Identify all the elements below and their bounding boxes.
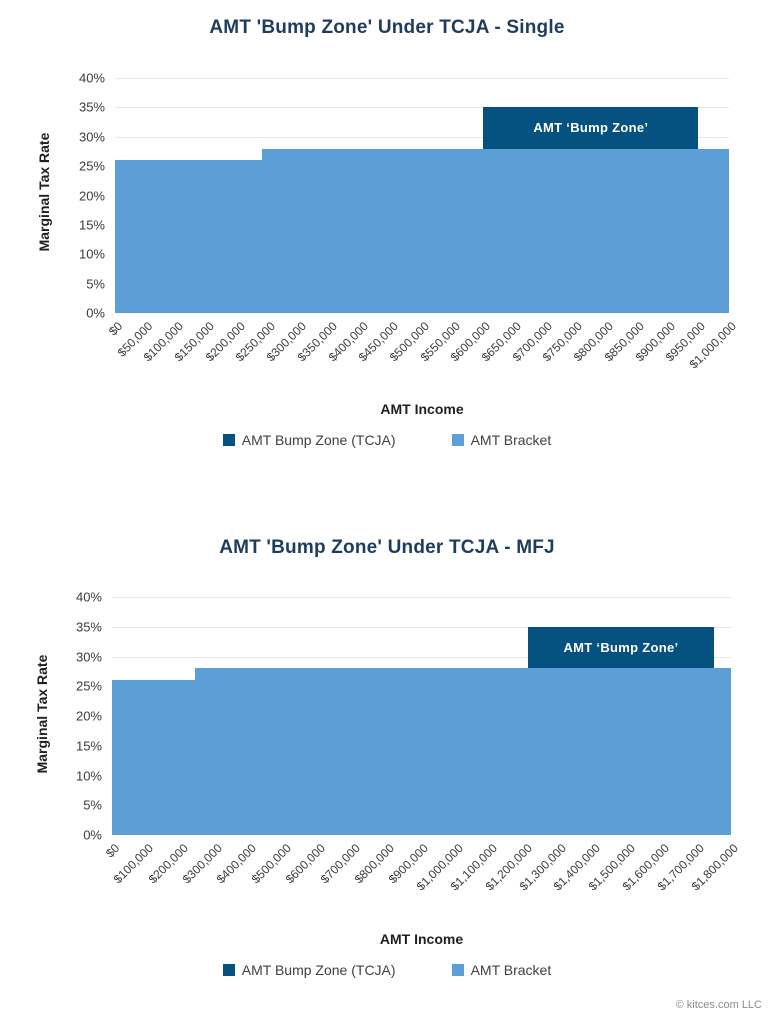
gridline bbox=[112, 597, 731, 598]
bump-zone-label: AMT ‘Bump Zone’ bbox=[563, 640, 679, 656]
y-tick-label: 10% bbox=[75, 768, 102, 783]
y-tick-label: 35% bbox=[75, 619, 102, 635]
legend-swatch-icon bbox=[451, 434, 464, 446]
legend: AMT Bump Zone (TCJA) AMT Bracket bbox=[0, 432, 774, 448]
legend-swatch-icon bbox=[222, 434, 235, 446]
legend-swatch-icon bbox=[451, 964, 464, 976]
y-tick-label: 15% bbox=[75, 738, 102, 754]
bracket-area-segment bbox=[115, 160, 264, 313]
copyright-text: © kitces.com LLC bbox=[675, 999, 762, 1011]
bracket-area-segment bbox=[194, 668, 731, 835]
bracket-area-segment bbox=[262, 148, 729, 313]
x-tick-label: $0 bbox=[102, 841, 122, 861]
bump-zone-label: AMT ‘Bump Zone’ bbox=[533, 120, 649, 136]
y-tick-label: 0% bbox=[86, 305, 105, 321]
legend-item: AMT Bracket bbox=[451, 432, 552, 448]
bracket-area-segment bbox=[112, 680, 196, 835]
legend-swatch-icon bbox=[222, 964, 235, 976]
gridline bbox=[112, 656, 731, 658]
y-tick-label: 30% bbox=[75, 649, 102, 664]
legend-label: AMT Bump Zone (TCJA) bbox=[241, 432, 396, 448]
gridline bbox=[115, 78, 729, 79]
legend: AMT Bump Zone (TCJA) AMT Bracket bbox=[0, 962, 774, 978]
y-axis-title: Marginal Tax Rate bbox=[34, 654, 50, 774]
y-tick-label: 30% bbox=[78, 129, 105, 145]
gridline bbox=[115, 107, 729, 109]
y-tick-label: 15% bbox=[78, 217, 105, 233]
x-axis-title: AMT Income bbox=[380, 401, 464, 417]
plot-area: 0% 5% 10% 15% 20% 25% 30% 35% 40% $0 $50,000 $100,0… bbox=[79, 71, 739, 372]
y-tick-label: 20% bbox=[75, 708, 102, 724]
legend-label: AMT Bracket bbox=[470, 962, 552, 978]
y-axis-title: Marginal Tax Rate bbox=[36, 132, 52, 252]
chart-title: AMT 'Bump Zone' Under TCJA - MFJ bbox=[219, 537, 555, 558]
chart-title: AMT 'Bump Zone' Under TCJA - Single bbox=[209, 17, 565, 38]
gridline bbox=[112, 626, 731, 628]
x-tick-label: $0 bbox=[105, 319, 125, 339]
y-tick-label: 20% bbox=[78, 188, 105, 203]
x-axis-title: AMT Income bbox=[379, 931, 464, 947]
y-tick-label: 10% bbox=[78, 246, 105, 262]
bump-zone-band: AMT ‘Bump Zone’ bbox=[528, 626, 714, 669]
y-tick-label: 5% bbox=[83, 797, 102, 813]
y-tick-label: 25% bbox=[75, 678, 102, 694]
legend-label: AMT Bracket bbox=[470, 432, 552, 448]
plot-area: 0% 5% 10% 15% 20% 25% 30% 35% 40% $0 $100,000 $200,… bbox=[76, 590, 741, 894]
legend-item: AMT Bracket bbox=[451, 962, 552, 978]
y-tick-label: 40% bbox=[75, 589, 102, 605]
y-tick-label: 0% bbox=[83, 827, 102, 843]
y-tick-label: 5% bbox=[86, 276, 105, 292]
legend-item: AMT Bump Zone (TCJA) bbox=[222, 962, 396, 978]
gridline bbox=[115, 136, 729, 138]
legend-label: AMT Bump Zone (TCJA) bbox=[241, 962, 396, 978]
bump-zone-band: AMT ‘Bump Zone’ bbox=[483, 107, 699, 149]
y-tick-label: 35% bbox=[78, 99, 105, 115]
legend-item: AMT Bump Zone (TCJA) bbox=[222, 432, 396, 448]
y-tick-label: 25% bbox=[78, 158, 105, 174]
y-tick-label: 40% bbox=[78, 70, 105, 86]
